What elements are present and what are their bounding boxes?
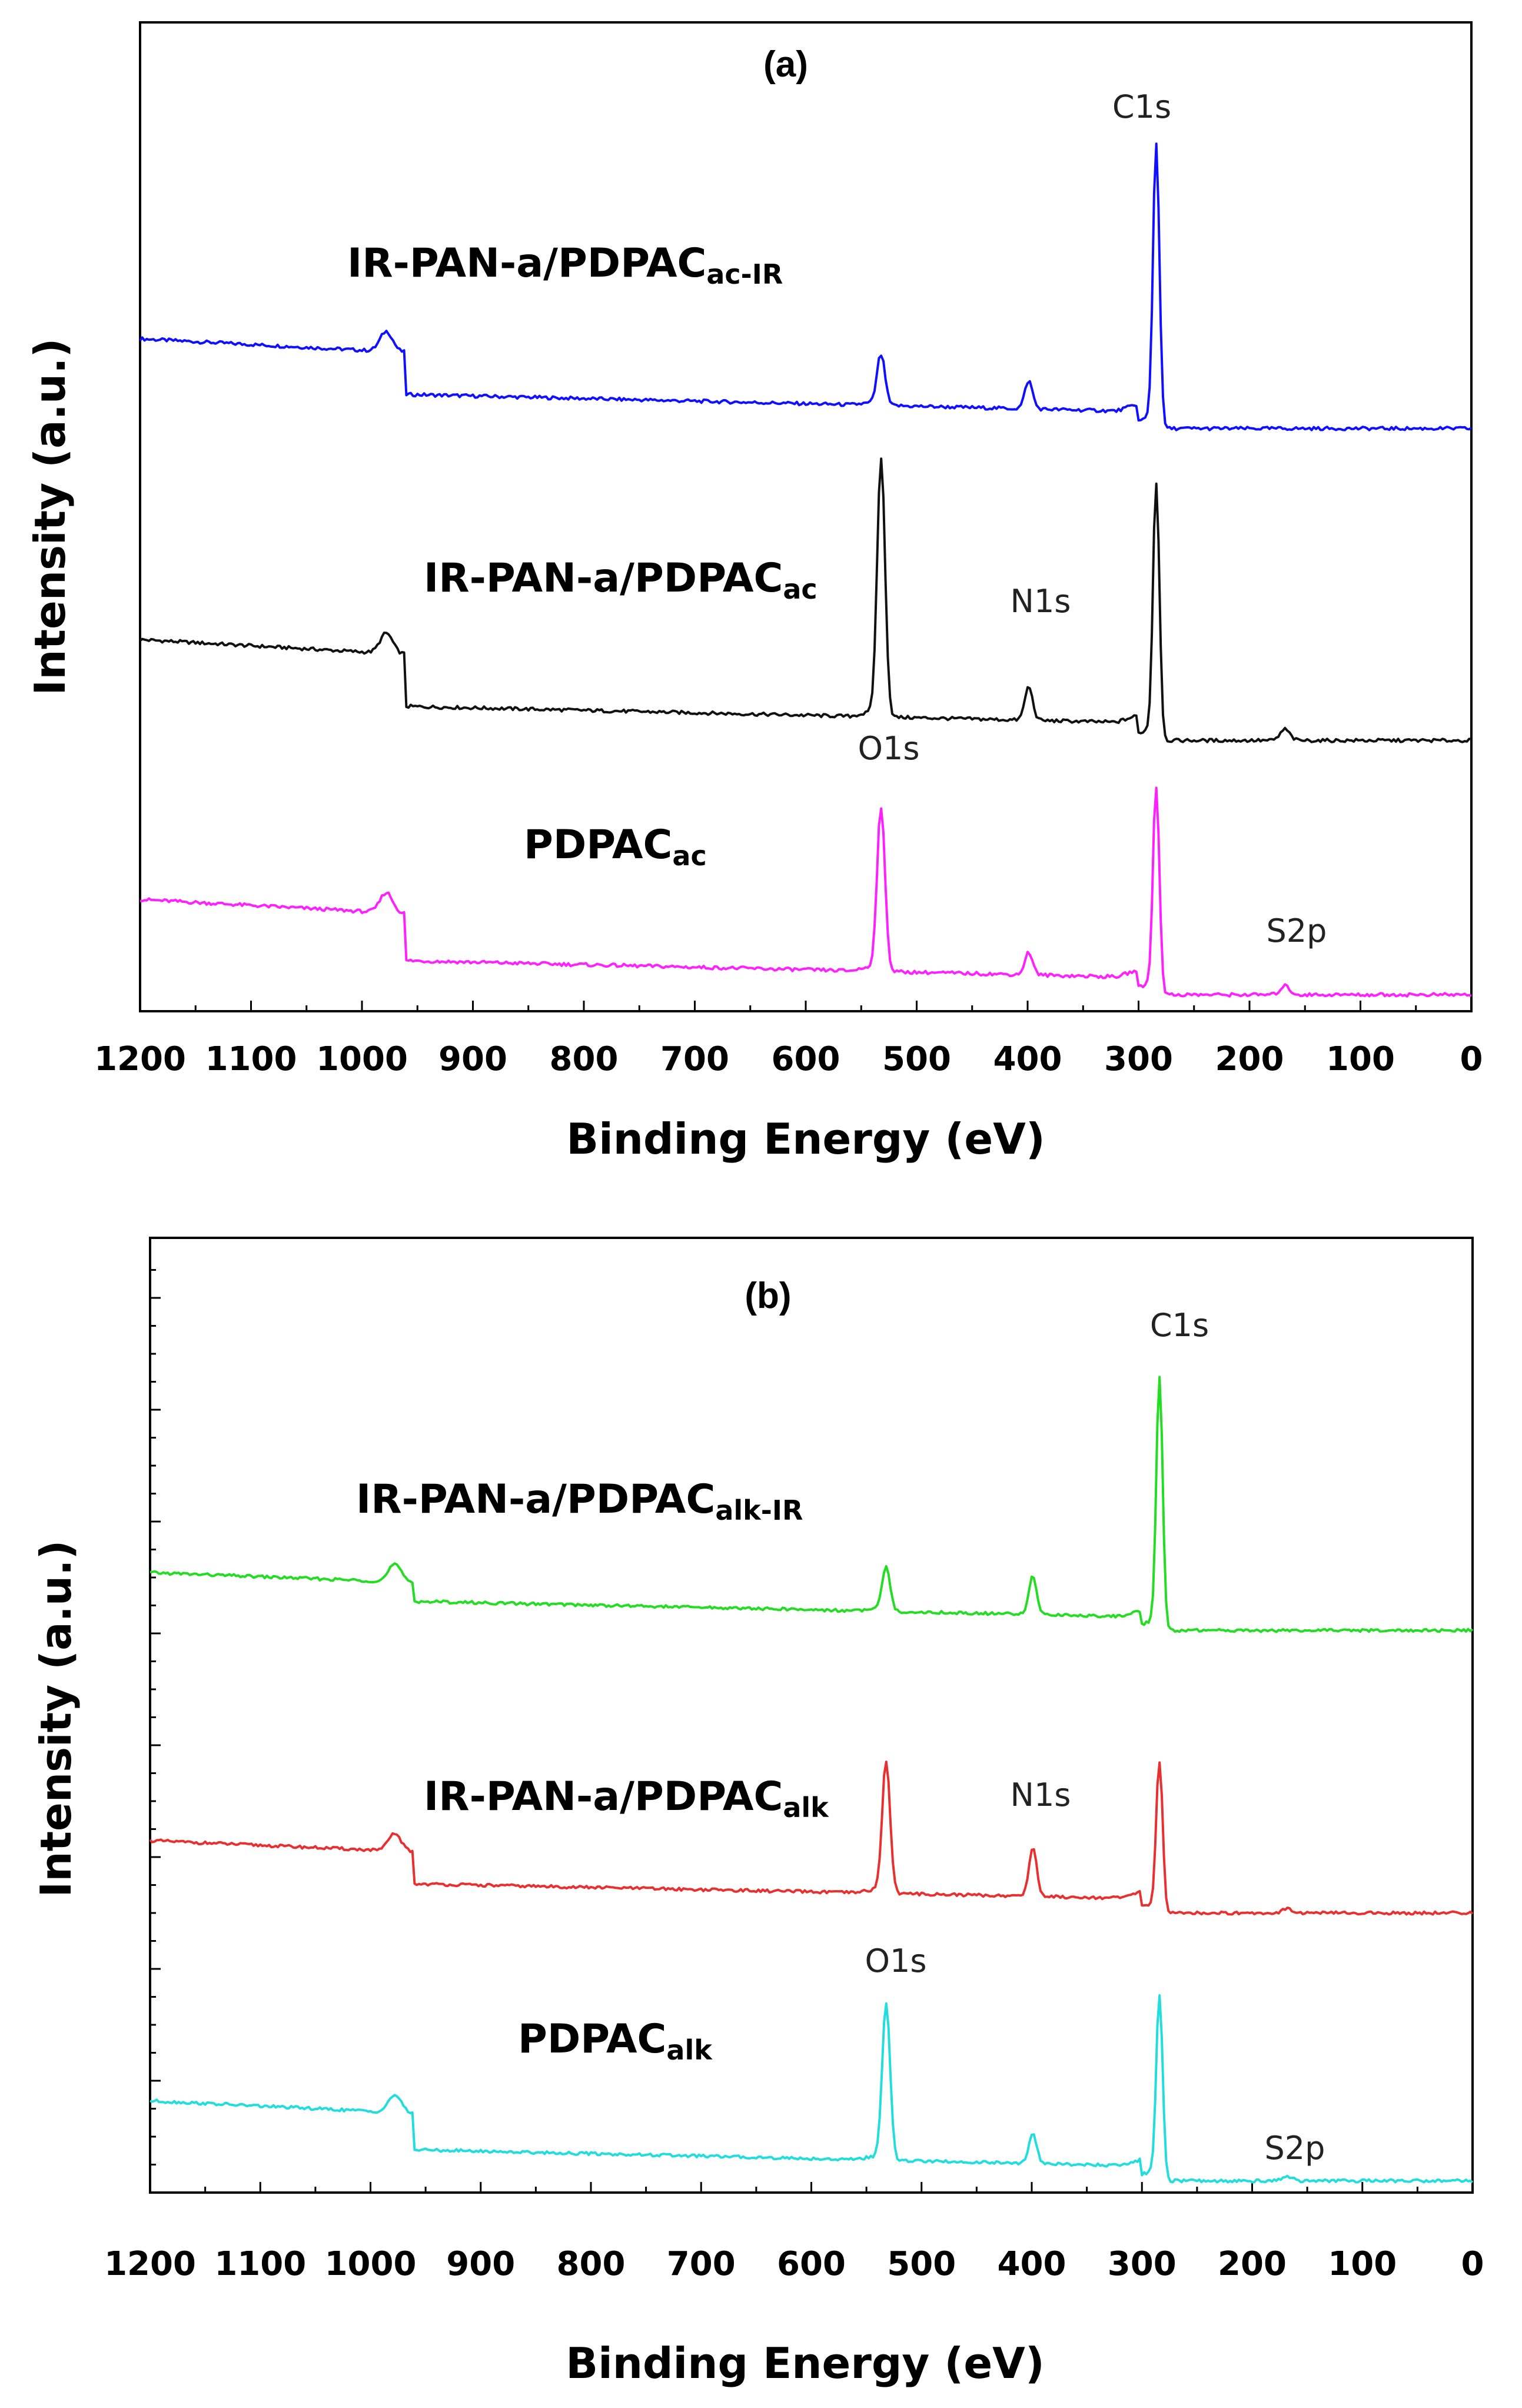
series-label-main: IR-PAN-a/PDPAC (424, 1773, 783, 1820)
panel-b-x-tick-label: 1200 (104, 2245, 196, 2283)
series-label-main: PDPAC (524, 822, 672, 868)
panel-b-x-ticks (149, 2182, 1474, 2193)
panel-b-x-tick-label: 200 (1218, 2245, 1287, 2283)
panel-a-x-tick-label: 400 (993, 1040, 1062, 1078)
panel-a-x-tick-labels: 1200 1100 1000 900 800 700 600 500 400 3… (94, 1040, 1483, 1078)
panel-b-series-line (149, 1761, 1474, 1916)
panel-b-x-tick-label: 800 (557, 2245, 626, 2283)
panel-a-x-tick-label: 600 (772, 1040, 840, 1078)
panel-a-x-tick-label: 1000 (316, 1040, 408, 1078)
panel-b-y-axis-label: Intensity (a.u.) (31, 1540, 81, 1898)
panel-a-series-label: IR-PAN-a/PDPACac-IR (347, 240, 783, 290)
panel-a-peak-label: C1s (1112, 88, 1171, 125)
panel-b-peak-label: S2p (1265, 2130, 1325, 2167)
panel-a-title: (a) (763, 44, 808, 85)
panel-b-x-tick-label: 700 (667, 2245, 736, 2283)
panel-a-x-tick-label: 800 (550, 1040, 619, 1078)
panel-b-series-label: IR-PAN-a/PDPACalk-IR (356, 1476, 803, 1526)
panel-b-series-line (149, 1994, 1474, 2184)
panel-a-x-tick-label: 200 (1215, 1040, 1284, 1078)
panel-a-peak-label: N1s (1011, 583, 1071, 620)
panel-b-series-label: IR-PAN-a/PDPACalk (424, 1773, 829, 1824)
panel-a-series-label: PDPACac (524, 822, 707, 872)
panel-b-y-ticks (150, 1269, 161, 2194)
panel-a-peak-label: O1s (858, 730, 920, 767)
panel-b: (b) 1200 1100 1000 900 800 700 600 500 4… (31, 1237, 1484, 2388)
panel-a-x-ticks (139, 1001, 1473, 1011)
panel-b-series-line (149, 1376, 1474, 1633)
series-label-subscript: ac (672, 840, 706, 872)
panel-b-series-label: PDPACalk (518, 2016, 713, 2066)
panel-b-x-tick-label: 1000 (325, 2245, 417, 2283)
series-label-subscript: alk (783, 1792, 829, 1824)
panel-a-x-tick-label: 900 (438, 1040, 507, 1078)
panel-b-x-tick-label: 500 (887, 2245, 956, 2283)
panel-b-x-tick-label: 1100 (214, 2245, 306, 2283)
panel-a: (a) 1200 1100 1000 900 800 700 600 500 4… (25, 21, 1483, 1164)
panel-a-x-tick-label: 0 (1460, 1040, 1483, 1078)
panel-a-series-line (139, 457, 1472, 743)
panel-a-series-line (139, 142, 1473, 431)
panel-b-x-tick-label: 400 (998, 2245, 1066, 2283)
panel-b-peak-label: N1s (1011, 1776, 1071, 1814)
panel-b-x-tick-label: 600 (777, 2245, 846, 2283)
panel-b-peak-label: C1s (1150, 1307, 1209, 1344)
panel-b-peak-label: O1s (865, 1942, 927, 1979)
panel-a-x-tick-label: 1200 (94, 1040, 186, 1078)
panel-a-x-tick-label: 700 (660, 1040, 729, 1078)
panel-a-x-tick-label: 1100 (205, 1040, 297, 1078)
panel-b-x-tick-label: 900 (446, 2245, 515, 2283)
panel-b-x-tick-label: 300 (1108, 2245, 1177, 2283)
panel-a-peak-label: S2p (1267, 912, 1327, 949)
series-label-main: IR-PAN-a/PDPAC (347, 240, 706, 287)
series-label-subscript: alk-IR (715, 1494, 803, 1526)
panel-b-frame (149, 1237, 1474, 2194)
panel-a-x-tick-label: 100 (1326, 1040, 1395, 1078)
panel-b-x-axis-label: Binding Energy (eV) (566, 2339, 1045, 2388)
panel-b-x-tick-label: 0 (1461, 2245, 1484, 2283)
series-label-subscript: ac (783, 573, 817, 605)
panel-a-x-tick-label: 500 (882, 1040, 951, 1078)
panel-a-x-tick-label: 300 (1104, 1040, 1173, 1078)
panel-a-y-axis-label: Intensity (a.u.) (25, 338, 75, 696)
series-label-subscript: ac-IR (706, 258, 783, 290)
series-label-subscript: alk (666, 2034, 713, 2066)
panel-a-series-label: IR-PAN-a/PDPACac (424, 555, 818, 605)
panel-a-series-line (140, 786, 1472, 998)
series-label-main: PDPAC (518, 2016, 666, 2062)
series-label-main: IR-PAN-a/PDPAC (424, 555, 783, 602)
panel-a-x-axis-label: Binding Energy (eV) (566, 1114, 1045, 1164)
panel-b-x-tick-labels: 1200 1100 1000 900 800 700 600 500 400 3… (104, 2245, 1484, 2283)
panel-a-frame (139, 21, 1473, 1012)
panel-b-title: (b) (745, 1276, 791, 1316)
series-label-main: IR-PAN-a/PDPAC (356, 1476, 715, 1523)
panel-b-x-tick-label: 100 (1328, 2245, 1397, 2283)
